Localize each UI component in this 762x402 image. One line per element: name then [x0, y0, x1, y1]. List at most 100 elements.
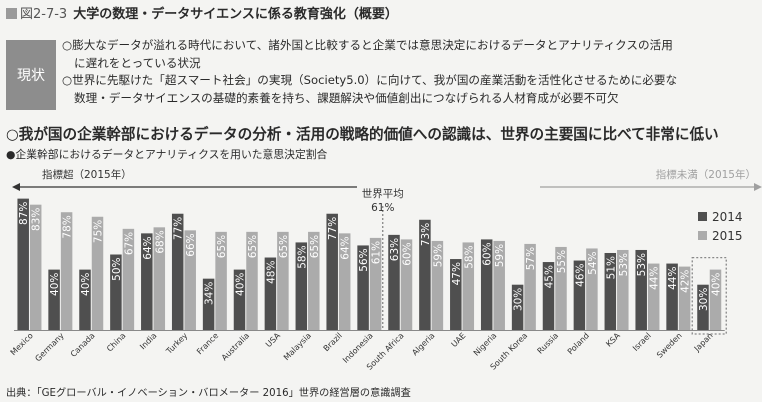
- category-tick-label: Mexico: [9, 331, 35, 357]
- bar-2015: [215, 231, 227, 330]
- bar-label-2015: 58%: [463, 245, 475, 268]
- bar-2015: [308, 231, 320, 330]
- legend-swatch-2014: [698, 212, 707, 221]
- bar-label-2014: 40%: [235, 273, 247, 296]
- above-range-arrowhead: [12, 183, 20, 191]
- bar-2014: [419, 219, 431, 330]
- bar-2014: [202, 278, 215, 330]
- highlight-frame: [691, 256, 727, 335]
- bar-label-2014: 64%: [142, 236, 154, 259]
- bar-label-2014: 73%: [420, 223, 432, 246]
- bar-label-2015: 67%: [123, 232, 135, 255]
- bar-label-2015: 65%: [247, 235, 259, 258]
- bar-label-2015: 54%: [587, 251, 599, 274]
- bar-2014: [480, 239, 493, 330]
- bar-2015: [493, 240, 505, 330]
- bar-2015: [462, 242, 475, 330]
- bar-label-2014: 63%: [389, 238, 401, 261]
- bar-label-2015: 59%: [494, 244, 506, 267]
- bar-2015: [586, 248, 598, 330]
- bar-2014: [79, 269, 91, 330]
- bar-label-2014: 40%: [80, 273, 92, 296]
- bar-2015: [617, 249, 629, 330]
- figure-title: 図2-7-3 大学の数理・データサイエンスに係る教育強化（概要）: [6, 3, 398, 22]
- category-tick-label: Brazil: [322, 331, 344, 353]
- bar-label-2014: 34%: [204, 282, 216, 305]
- bar-label-2015: 65%: [278, 235, 290, 258]
- bar-2014: [48, 269, 60, 330]
- below-range-arrowhead: [754, 183, 762, 191]
- bar-2014: [604, 252, 617, 330]
- legend-swatch-2015: [698, 231, 707, 240]
- bar-chart: 指標超（2015年） 指標未満（2015年） 世界平均 61% 87% 83% Mexico…: [9, 168, 762, 372]
- bar-2015: [122, 228, 135, 330]
- bar-label-2015: 64%: [340, 236, 352, 259]
- bar-2015: [431, 240, 444, 330]
- bar-label-2015: 61%: [371, 241, 383, 264]
- bar-2014: [171, 213, 184, 330]
- bar-label-2015: 53%: [618, 253, 630, 276]
- bar-label-2015: 42%: [680, 270, 692, 293]
- bar-label-2015: 75%: [93, 220, 105, 243]
- category-tick-label: Russia: [536, 331, 561, 356]
- status-line: 数理・データサイエンスの基礎的素養を持ち、課題解決や価値創出につなげられる人材育…: [74, 90, 619, 105]
- bar-label-2015: 55%: [556, 250, 568, 273]
- category-tick-label: Australia: [220, 331, 251, 362]
- bar-2014: [697, 284, 709, 330]
- bar-2014: [542, 262, 555, 330]
- category-tick-label: USA: [264, 331, 282, 349]
- bar-label-2014: 44%: [667, 267, 679, 290]
- chart-subhead: ●企業幹部におけるデータとアナリティクスを用いた意思決定割合: [6, 148, 328, 161]
- bar-2014: [450, 259, 462, 330]
- bar-label-2015: 57%: [525, 247, 537, 270]
- status-line: ○世界に先駆けた「超スマート社会」の実現（Society5.0）に向けて、我が国…: [62, 73, 678, 87]
- bar-2014: [388, 234, 400, 330]
- bar-2014: [17, 198, 29, 330]
- bar-2015: [153, 227, 166, 330]
- bar-label-2014: 77%: [327, 217, 339, 240]
- category-tick-label: Israel: [631, 331, 653, 353]
- bar-2015: [29, 204, 42, 330]
- bar-label-2014: 60%: [482, 242, 494, 265]
- bar-label-2014: 53%: [636, 253, 648, 276]
- status-line: に遅れをとっている状況: [74, 55, 201, 70]
- bar-label-2014: 47%: [451, 262, 463, 285]
- category-tick-label: Algeria: [410, 331, 436, 357]
- bar-2014: [141, 233, 153, 330]
- bar-2014: [326, 213, 338, 330]
- bar-label-2015: 68%: [154, 230, 166, 253]
- bar-label-2014: 40%: [49, 273, 61, 296]
- category-tick-label: Nigeria: [472, 331, 499, 358]
- bar-label-2014: 58%: [296, 245, 308, 268]
- bar-label-2015: 44%: [649, 267, 661, 290]
- bar-2014: [635, 249, 647, 330]
- bar-label-2015: 60%: [402, 242, 414, 265]
- bar-2014: [511, 284, 524, 330]
- world-average-label: 世界平均: [362, 188, 404, 200]
- bar-2015: [400, 239, 413, 330]
- bar-label-2014: 46%: [574, 264, 586, 287]
- bar-2014: [666, 263, 678, 330]
- category-tick-label: Poland: [566, 331, 591, 356]
- category-tick-label: Malaysia: [282, 331, 313, 362]
- figure-title-text: 大学の数理・データサイエンスに係る教育強化（概要）: [73, 7, 398, 22]
- category-tick-label: UAE: [450, 331, 468, 349]
- status-line: ○膨大なデータが溢れる時代において、諸外国と比較すると企業では意思決定におけるデ…: [62, 38, 673, 52]
- bar-2014: [295, 242, 308, 330]
- bar-2015: [678, 266, 691, 330]
- bar-label-2015: 66%: [185, 233, 197, 256]
- headline: ○我が国の企業幹部におけるデータの分析・活用の戦略的価値への認識は、世界の主要国…: [6, 126, 719, 143]
- bar-label-2015: 83%: [31, 208, 43, 231]
- bar-2014: [573, 260, 586, 330]
- bar-2014: [357, 245, 369, 330]
- category-tick-label: Turkey: [164, 331, 190, 357]
- legend-label-2014: 2014: [712, 210, 743, 224]
- bar-label-2014: 77%: [173, 217, 185, 240]
- category-tick-label: Canada: [69, 331, 97, 359]
- bar-label-2015: 65%: [216, 235, 228, 258]
- bar-2015: [369, 237, 382, 330]
- bar-2015: [60, 212, 73, 330]
- bar-2015: [524, 243, 536, 330]
- bar-2015: [91, 216, 104, 330]
- bar-2014: [110, 254, 122, 330]
